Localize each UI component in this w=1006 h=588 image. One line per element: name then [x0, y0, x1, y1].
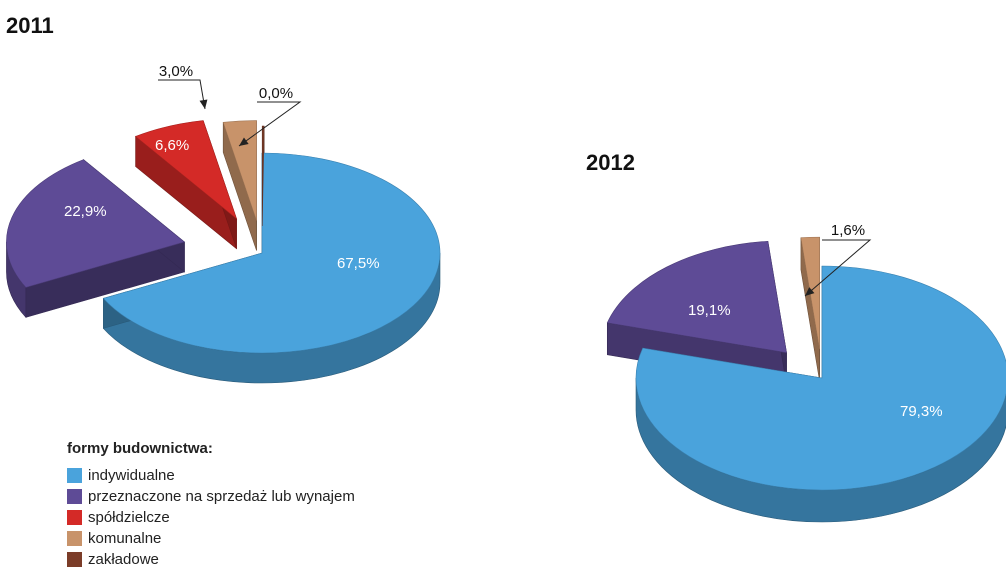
- pie-labels: 79,3% 19,1% 1,6%: [688, 222, 943, 420]
- chart-2011-title: 2011: [6, 13, 54, 38]
- legend-swatch: [67, 489, 82, 504]
- data-label-komunalne: 3,0%: [159, 63, 193, 80]
- pie-slice-przeznaczone-na-sprzedaz-lub-wynajem: [606, 240, 787, 354]
- legend-label: indywidualne: [88, 467, 175, 484]
- data-label-spo-dzielcze: 6,6%: [155, 137, 189, 154]
- legend-label: zakładowe: [88, 551, 159, 568]
- pie-slice-indywidualne: [102, 152, 441, 354]
- pie-slice-spo-dzielcze: [134, 120, 238, 220]
- callout-line: [158, 79, 206, 110]
- data-label-zak-adowe: 0,0%: [259, 85, 293, 102]
- callout-arrow-icon: [805, 287, 815, 296]
- callout-arrow-icon: [239, 137, 249, 146]
- pie-slice-zak-adowe: [261, 125, 265, 227]
- legend-item-spoldzielcze: spółdzielcze: [67, 507, 355, 528]
- pie-2012: 79,3% 19,1% 1,6%: [606, 222, 1006, 523]
- legend-item-zakladowe: zakładowe: [67, 549, 355, 570]
- callout-line: [804, 239, 872, 297]
- pie-labels: 67,5% 22,9% 6,6% 3,0% 0,0%: [64, 63, 380, 272]
- legend-swatch: [67, 531, 82, 546]
- legend-item-sprzedaz-wynajem: przeznaczone na sprzedaż lub wynajem: [67, 486, 355, 507]
- chart-2012-title: 2012: [586, 150, 635, 175]
- data-label-przeznaczone-na-sprzedaz-lub-wynajem: 22,9%: [64, 203, 107, 220]
- data-label-komunalne: 1,6%: [831, 222, 865, 239]
- data-label-indywidualne: 67,5%: [337, 255, 380, 272]
- callout-line: [238, 101, 302, 147]
- pie-slice-indywidualne: [635, 265, 1006, 491]
- legend-swatch: [67, 510, 82, 525]
- pie-slice-przeznaczone-na-sprzedaz-lub-wynajem: [6, 159, 186, 288]
- legend-swatch: [67, 552, 82, 567]
- pie-slice-komunalne: [222, 120, 257, 221]
- legend-label: komunalne: [88, 530, 162, 547]
- callout-arrow-icon: [199, 99, 208, 109]
- legend-title: formy budownictwa:: [67, 440, 213, 457]
- legend-item-komunalne: komunalne: [67, 528, 355, 549]
- data-label-indywidualne: 79,3%: [900, 403, 943, 420]
- legend-label: przeznaczone na sprzedaż lub wynajem: [88, 488, 355, 505]
- pie-tops: [6, 120, 441, 354]
- legend: formy budownictwa: indywidualne przeznac…: [67, 440, 355, 570]
- legend-label: spółdzielcze: [88, 509, 170, 526]
- pie-tops: [606, 236, 1006, 491]
- legend-item-indywidualne: indywidualne: [67, 465, 355, 486]
- legend-swatch: [67, 468, 82, 483]
- pie-2011: 67,5% 22,9% 6,6% 3,0% 0,0%: [6, 63, 441, 384]
- data-label-przeznaczone-na-sprzedaz-lub-wynajem: 19,1%: [688, 302, 731, 319]
